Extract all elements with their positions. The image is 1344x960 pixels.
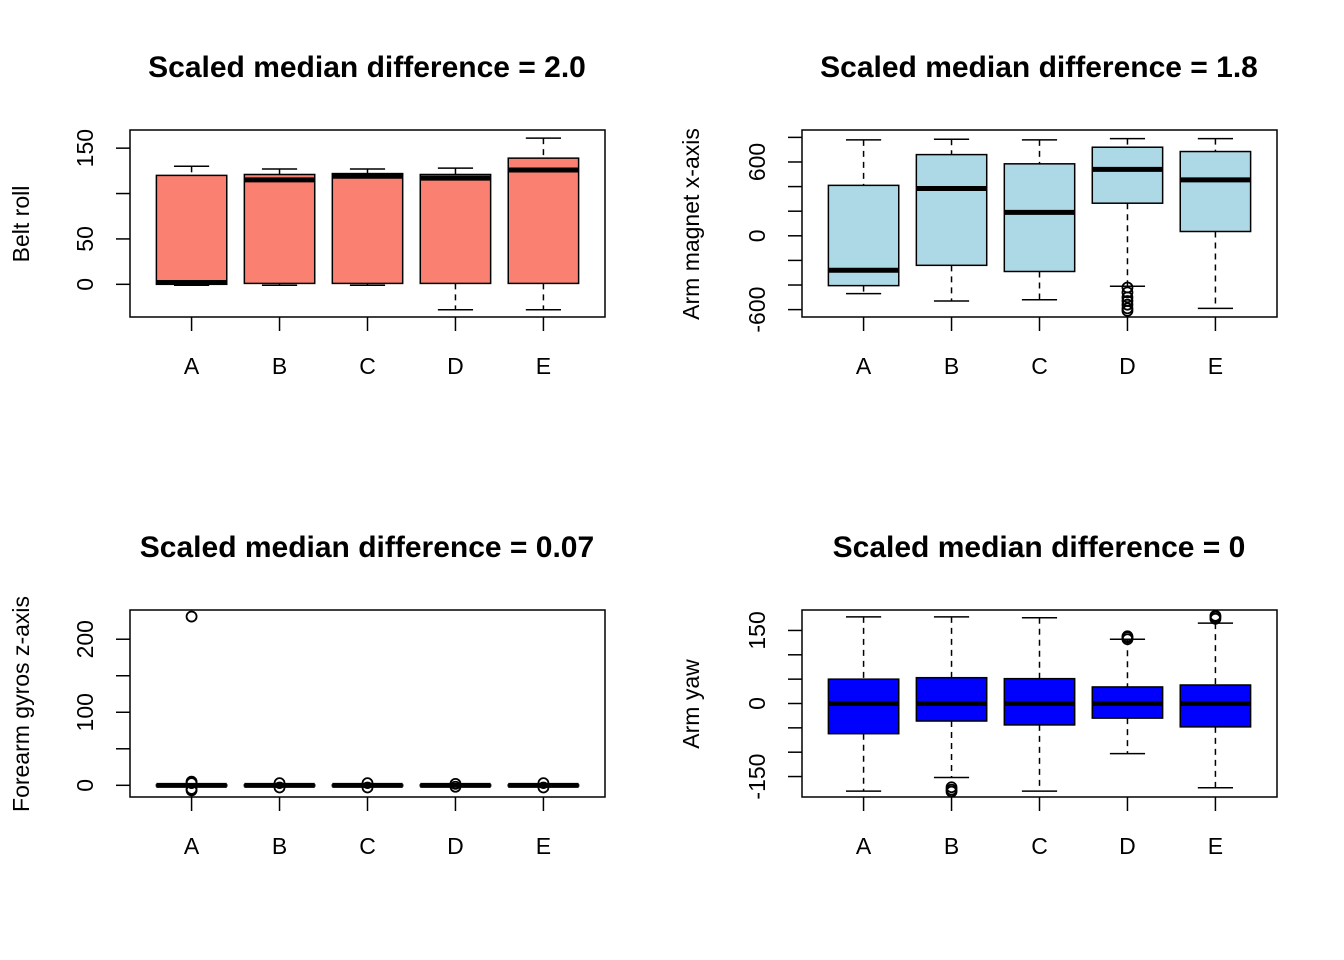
- box: [155, 174, 228, 286]
- x-tick-label: E: [1208, 353, 1223, 379]
- panel-forearm-gyros-z: Scaled median difference = 0.07 Forearm …: [8, 531, 606, 859]
- x-tick-label: D: [447, 833, 464, 859]
- x-tick-label: E: [536, 353, 551, 379]
- chart-title: Scaled median difference = 0.07: [140, 531, 594, 564]
- box: [507, 157, 580, 285]
- x-tick-label: D: [1119, 833, 1136, 859]
- outlier-point: [185, 775, 198, 788]
- box: [243, 173, 316, 285]
- outlier-point: [945, 785, 958, 798]
- outlier-point: [1209, 609, 1222, 622]
- x-tick-label: B: [944, 833, 959, 859]
- x-tick-label: A: [856, 833, 872, 859]
- box: [1003, 163, 1076, 273]
- outlier-point: [1121, 291, 1134, 304]
- y-tick-label: 150: [744, 611, 770, 649]
- outlier-point: [449, 777, 462, 790]
- x-tick-label: A: [856, 353, 872, 379]
- y-axis-label: Belt roll: [8, 186, 34, 263]
- y-axis-label: Arm yaw: [678, 659, 704, 749]
- y-axis-label: Forearm gyros z-axis: [8, 596, 34, 812]
- outlier-point: [537, 781, 550, 794]
- x-tick-label: B: [944, 353, 959, 379]
- outlier-point: [273, 781, 286, 794]
- outlier-point: [1121, 298, 1134, 311]
- y-tick-label: 200: [72, 620, 98, 658]
- box: [1091, 146, 1164, 204]
- box: [419, 173, 492, 285]
- x-tick-label: C: [1031, 353, 1048, 379]
- box: [915, 676, 988, 722]
- y-tick-label: 0: [744, 229, 770, 242]
- y-tick-label: 50: [72, 226, 98, 252]
- x-tick-label: B: [272, 353, 287, 379]
- outlier-point: [1121, 630, 1134, 643]
- y-tick-label: 600: [744, 143, 770, 181]
- x-tick-label: A: [184, 353, 200, 379]
- box: [331, 172, 404, 285]
- y-tick-label: -600: [744, 287, 770, 333]
- x-tick-label: E: [536, 833, 551, 859]
- x-tick-label: C: [359, 353, 376, 379]
- box: [1179, 150, 1252, 233]
- y-tick-label: 150: [72, 129, 98, 167]
- y-axis-label: Arm magnet x-axis: [678, 128, 704, 320]
- outlier-point: [361, 777, 374, 790]
- x-tick-label: C: [359, 833, 376, 859]
- y-tick-label: 100: [72, 693, 98, 731]
- outlier-point: [1121, 286, 1134, 299]
- y-tick-label: 0: [72, 278, 98, 291]
- x-tick-label: A: [184, 833, 200, 859]
- x-tick-label: D: [1119, 353, 1136, 379]
- plot-frame: [129, 609, 606, 798]
- chart-title: Scaled median difference = 0: [833, 531, 1246, 564]
- panel-arm-magnet-x: Scaled median difference = 1.8 Arm magne…: [678, 51, 1278, 379]
- x-tick-label: E: [1208, 833, 1223, 859]
- panel-belt-roll: Scaled median difference = 2.0 Belt roll…: [8, 51, 606, 379]
- x-tick-label: D: [447, 353, 464, 379]
- outlier-point: [273, 777, 286, 790]
- y-tick-label: 0: [72, 779, 98, 792]
- chart-title: Scaled median difference = 1.8: [820, 51, 1258, 84]
- chart-title: Scaled median difference = 2.0: [148, 51, 586, 84]
- box: [915, 153, 988, 267]
- x-tick-label: C: [1031, 833, 1048, 859]
- panel-arm-yaw: Scaled median difference = 0 Arm yaw -15…: [678, 531, 1278, 859]
- y-tick-label: -150: [744, 754, 770, 800]
- x-tick-label: B: [272, 833, 287, 859]
- outlier-point: [1121, 304, 1134, 317]
- outlier-point: [185, 610, 198, 623]
- y-tick-label: 0: [744, 697, 770, 710]
- outlier-point: [537, 777, 550, 790]
- box: [827, 678, 900, 735]
- outlier-point: [185, 783, 198, 795]
- outlier-point: [361, 781, 374, 794]
